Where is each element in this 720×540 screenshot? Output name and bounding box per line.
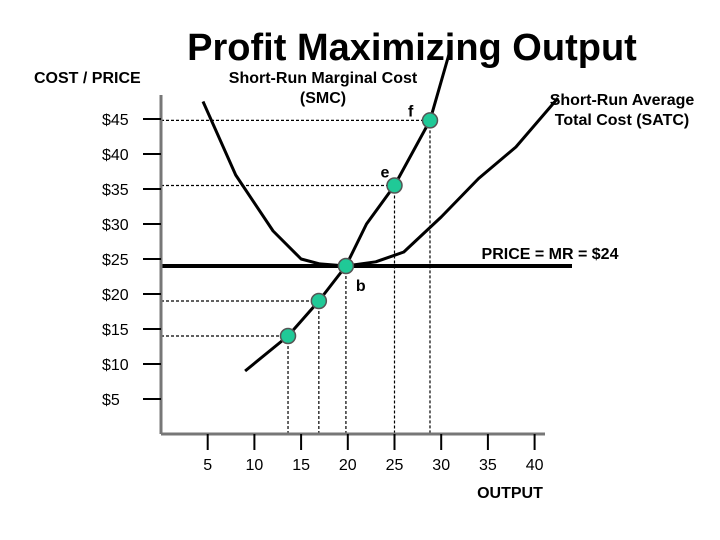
y-tick-label: $10: [102, 357, 129, 374]
point-label-e: e: [381, 165, 390, 182]
x-tick-label: 35: [479, 457, 497, 474]
y-tick-label: $35: [102, 182, 129, 199]
x-axis-label: OUTPUT: [477, 485, 543, 502]
point-marker: [421, 112, 439, 129]
dashed-guides: [161, 119, 431, 434]
smc-curve: [244, 48, 452, 373]
markers: [279, 112, 439, 345]
y-tick-label: $25: [102, 252, 129, 269]
y-tick-label: $45: [102, 112, 129, 129]
y-tick-label: $5: [102, 392, 120, 409]
price-mr-label-line: PRICE = MR = $24: [482, 246, 619, 263]
y-axis-label: COST / PRICE: [34, 70, 141, 87]
smc-label: Short-Run Marginal Cost (SMC): [229, 70, 418, 107]
x-tick-label: 5: [203, 457, 212, 474]
point-marker: [337, 257, 355, 275]
satc-label-line: Short-Run Average: [550, 92, 695, 109]
point-marker: [386, 177, 403, 194]
point-marker: [310, 292, 328, 310]
x-tick-label: 30: [432, 457, 450, 474]
satc-label: Short-Run Average Total Cost (SATC): [550, 92, 695, 129]
x-tick-label: 25: [386, 457, 404, 474]
point-marker: [279, 327, 297, 345]
x-tick-label: 40: [526, 457, 544, 474]
x-tick-label: 10: [246, 457, 264, 474]
tick-labels: $45 $40 $35 $30 $25 $20 $15 $10 $5 5 10 15 20 25 30 35 4…: [102, 112, 544, 474]
y-tick-label: $40: [102, 147, 129, 164]
y-tick-label: $30: [102, 217, 129, 234]
chart-title: Profit Maximizing Output: [187, 27, 637, 69]
y-tick-label: $20: [102, 287, 129, 304]
axes: [143, 95, 545, 450]
point-label-b: b: [356, 278, 366, 295]
x-tick-label: 20: [339, 457, 357, 474]
price-mr-label: PRICE = MR = $24: [482, 246, 619, 263]
satc-curve: [201, 97, 560, 268]
x-tick-label: 15: [292, 457, 310, 474]
satc-label-line: Total Cost (SATC): [555, 112, 690, 129]
point-label-f: f: [408, 103, 414, 120]
y-tick-label: $15: [102, 322, 129, 339]
curves: [161, 48, 572, 373]
smc-label-line: (SMC): [300, 90, 346, 107]
smc-label-line: Short-Run Marginal Cost: [229, 70, 418, 87]
